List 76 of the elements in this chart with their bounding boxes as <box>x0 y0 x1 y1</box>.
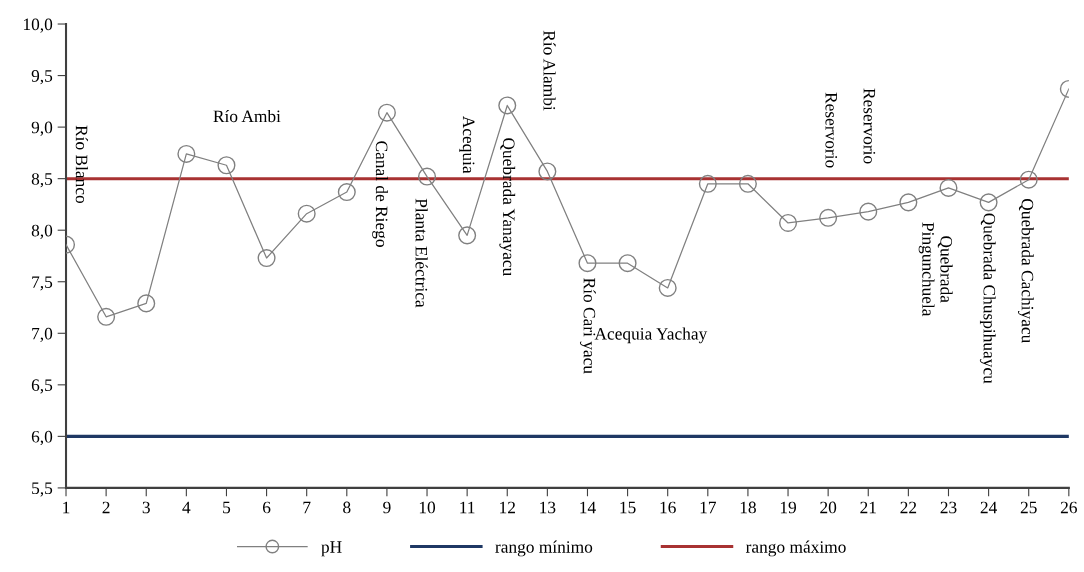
x-tick-label: 6 <box>262 501 271 514</box>
point <box>377 103 396 122</box>
x-tick-label: 3 <box>142 501 150 514</box>
point <box>698 174 717 193</box>
x-tick-label: 1 <box>63 501 70 514</box>
x-tick-label: 20 <box>820 501 837 514</box>
x-tick-label: 5 <box>223 501 231 514</box>
point <box>738 174 757 193</box>
annotation: Río Alambi <box>543 30 556 111</box>
annotation: Río Blanco <box>75 125 88 203</box>
point <box>217 156 236 175</box>
x-tick-label: 14 <box>580 501 596 514</box>
point <box>177 144 196 163</box>
x-tick-label: 12 <box>500 501 515 514</box>
point <box>819 208 838 227</box>
point <box>979 193 998 212</box>
point <box>859 202 878 221</box>
legend-label: pH <box>321 541 342 557</box>
x-tick-label: 2 <box>102 501 110 514</box>
point <box>1019 170 1038 189</box>
y-tick-label: 6,5 <box>31 379 53 394</box>
annotation: Reservorio <box>863 88 876 164</box>
point <box>257 249 276 268</box>
annotation: Quebrada Cachiyacu <box>1018 198 1034 344</box>
x-tick-label: 22 <box>900 501 917 514</box>
x-tick-label: 17 <box>700 501 716 514</box>
annotation: Quebrada Yanayacu <box>499 138 516 276</box>
point <box>498 96 517 115</box>
point <box>939 178 958 197</box>
x-tick-label: 16 <box>660 501 676 514</box>
x-tick-label: 24 <box>980 501 998 514</box>
y-tick-label: 6,0 <box>31 430 53 446</box>
point <box>337 183 356 202</box>
x-tick-label: 13 <box>540 501 556 514</box>
x-tick-label: 25 <box>1020 501 1037 514</box>
x-tick-label: 15 <box>620 501 636 514</box>
point <box>538 162 557 181</box>
y-tick-label: 9,5 <box>31 70 53 85</box>
x-tick-label: 19 <box>780 501 797 514</box>
annotation: Río Ambi <box>213 109 281 123</box>
y-tick-label: 5,5 <box>32 482 53 497</box>
x-tick-label: 8 <box>343 501 351 514</box>
point <box>618 254 637 273</box>
annotation: Reservorio <box>825 92 838 168</box>
point <box>297 204 316 223</box>
x-tick-label: 9 <box>383 501 391 514</box>
point <box>578 254 597 273</box>
annotation: Planta Eléctrica <box>415 198 428 308</box>
annotation: Acequia Yachay <box>594 327 708 344</box>
x-tick-label: 23 <box>940 501 957 514</box>
legend-label: rango máximo <box>745 540 846 557</box>
y-tick-label: 10,0 <box>23 18 53 33</box>
y-tick-label: 8,0 <box>31 224 53 239</box>
y-tick-label: 8,5 <box>31 173 53 188</box>
x-tick-label: 21 <box>860 501 876 514</box>
point <box>97 307 116 326</box>
annotation: Acequia <box>459 115 475 174</box>
point <box>658 278 677 297</box>
x-tick-label: 10 <box>419 501 436 514</box>
x-tick-label: 26 <box>1060 501 1077 514</box>
y-tick-label: 7,0 <box>32 327 53 342</box>
point <box>137 294 156 313</box>
annotation: Quebrada Chuspihuaycu <box>979 213 996 384</box>
annotation: Canal de Riego <box>372 141 388 247</box>
legend-label: rango mínimo <box>495 540 593 557</box>
y-tick-label: 9,0 <box>31 121 53 136</box>
x-tick-label: 18 <box>740 501 756 514</box>
point <box>899 193 918 212</box>
point <box>458 226 477 245</box>
point <box>779 213 798 233</box>
y-tick-label: 7,5 <box>32 276 53 291</box>
point <box>417 167 437 186</box>
x-tick-label: 7 <box>303 501 311 514</box>
x-tick-label: 4 <box>182 501 191 514</box>
x-tick-label: 11 <box>460 501 475 514</box>
annotation: Quebrada Pingunchuela <box>918 222 953 317</box>
